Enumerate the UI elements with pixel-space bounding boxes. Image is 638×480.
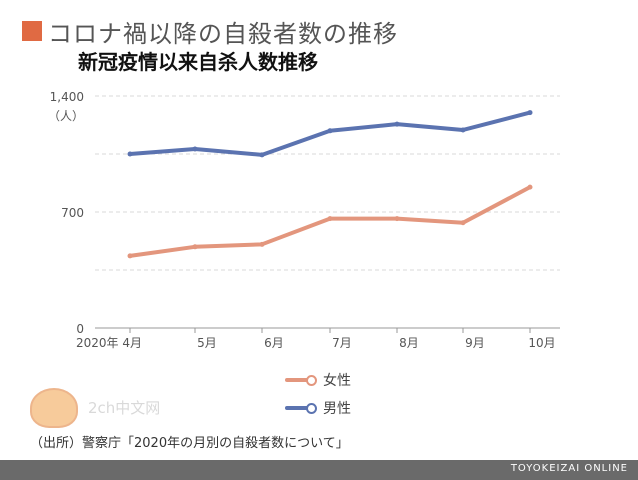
y-tick-label: 700 (61, 206, 84, 220)
y-unit-label: （人） (48, 109, 84, 123)
legend-item-female: 女性 (285, 370, 351, 390)
y-tick-label: 0 (76, 322, 84, 336)
x-tick-label: 6月 (264, 336, 284, 350)
footer-bar: TOYOKEIZAI ONLINE (0, 460, 638, 480)
x-tick-label: 10月 (528, 336, 555, 350)
data-point-female (394, 216, 400, 222)
x-tick-label: 2020年 4月 (76, 336, 142, 350)
watermark: 2ch中文网 (30, 388, 160, 428)
chick-mascot-icon (30, 388, 78, 428)
watermark-text: 2ch中文网 (88, 399, 161, 417)
legend-label-female: 女性 (323, 373, 351, 389)
data-point-female (527, 184, 533, 190)
series-line-male (128, 110, 532, 157)
data-point-male (192, 146, 198, 152)
title-accent-square (22, 21, 42, 41)
x-tick-label: 7月 (332, 336, 352, 350)
y-tick-label: 1,400 (50, 90, 84, 104)
x-tick-label: 5月 (197, 336, 217, 350)
data-point-female (127, 253, 133, 259)
data-point-male (127, 151, 133, 157)
data-point-male (327, 128, 333, 134)
chart-subtitle: 新冠疫情以来自杀人数推移 (78, 50, 318, 74)
data-point-male (527, 110, 533, 116)
footer-brand: TOYOKEIZAI ONLINE (510, 463, 628, 474)
legend-item-male: 男性 (285, 398, 351, 418)
data-point-male (460, 127, 466, 133)
source-note: （出所）警察庁「2020年の月別の自殺者数について」 (30, 436, 349, 451)
data-point-female (327, 216, 333, 222)
x-tick-label: 8月 (399, 336, 419, 350)
data-point-female (460, 220, 466, 226)
data-point-female (259, 241, 265, 247)
chart-title: コロナ禍以降の自殺者数の推移 (48, 19, 398, 48)
series-line-female (128, 185, 532, 258)
legend-swatch-male (285, 403, 317, 414)
data-point-female (192, 244, 198, 250)
data-point-male (394, 121, 400, 127)
legend-label-male: 男性 (323, 401, 351, 417)
legend-swatch-female (285, 375, 317, 386)
data-point-male (259, 152, 265, 158)
x-tick-label: 9月 (465, 336, 485, 350)
title-row: コロナ禍以降の自殺者数の推移 (22, 14, 398, 48)
